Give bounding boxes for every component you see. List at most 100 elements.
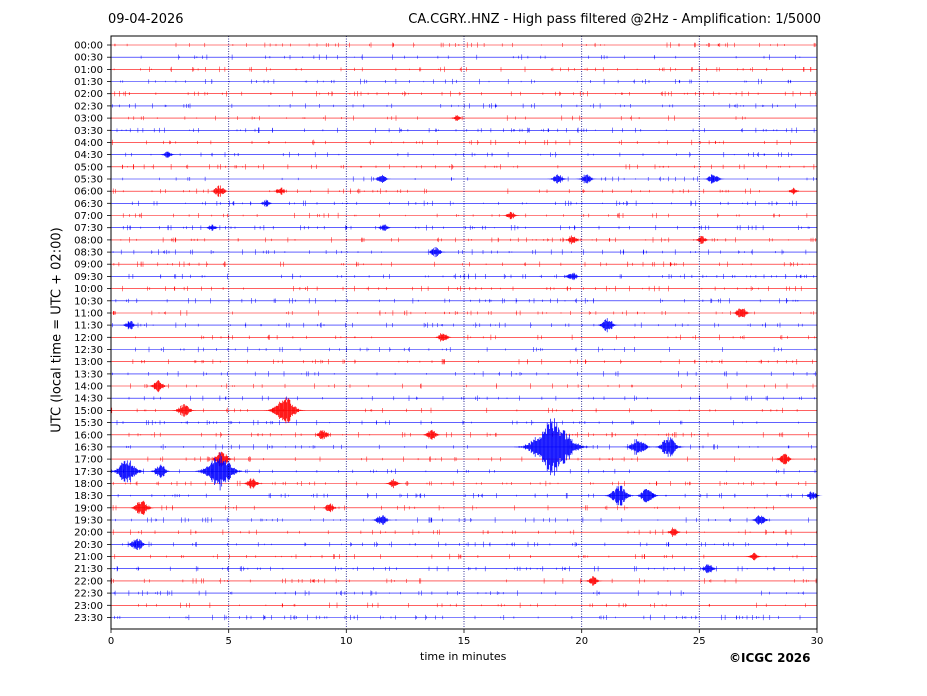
trace-noise-0630 [131, 200, 797, 207]
trace-noise-0030 [140, 54, 801, 60]
event-burst-13 [563, 235, 582, 245]
y-tick-label: 21:00 [74, 552, 103, 563]
event-burst-32 [192, 452, 246, 491]
event-burst-21 [146, 380, 170, 393]
y-tick-label: 09:30 [74, 272, 103, 283]
trace-noise-1900 [112, 505, 774, 511]
trace-noise-2100 [114, 553, 813, 560]
trace-noise-0930 [128, 273, 815, 280]
event-burst-47 [584, 576, 603, 586]
event-burst-42 [749, 515, 772, 525]
trace-noise-0400 [112, 139, 791, 146]
event-burst-39 [127, 500, 156, 515]
event-burst-46 [698, 564, 719, 574]
y-tick-label: 10:30 [74, 296, 103, 307]
event-burst-43 [664, 527, 682, 537]
y-tick-label: 16:30 [74, 442, 103, 453]
trace-noise-2030 [122, 541, 805, 548]
event-burst-20 [432, 333, 453, 342]
trace-noise-1530 [116, 419, 799, 426]
event-burst-14 [693, 235, 711, 244]
event-burst-26 [514, 418, 593, 476]
trace-noise-1330 [112, 371, 816, 377]
y-tick-label: 07:00 [74, 211, 103, 222]
x-tick-label: 5 [226, 636, 232, 647]
y-tick-label: 07:30 [74, 223, 103, 234]
date-label: 09-04-2026 [108, 12, 184, 27]
trace-noise-1930 [115, 517, 809, 523]
x-tick-label: 30 [811, 636, 824, 647]
y-tick-label: 13:00 [74, 357, 103, 368]
y-tick-label: 14:30 [74, 394, 103, 405]
y-tick-label: 03:30 [74, 126, 103, 137]
y-tick-label: 03:00 [74, 114, 103, 125]
event-burst-16 [563, 272, 582, 281]
x-tick-label: 25 [693, 636, 706, 647]
y-tick-label: 01:00 [74, 65, 103, 76]
event-burst-19 [594, 318, 621, 333]
event-burst-6 [207, 185, 231, 197]
trace-noise-0830 [112, 249, 807, 255]
trace-noise-0000 [114, 42, 816, 48]
event-burst-28 [651, 437, 686, 457]
y-tick-label: 05:30 [74, 175, 103, 186]
event-burst-3 [547, 174, 569, 184]
y-tick-label: 17:30 [74, 467, 103, 478]
y-tick-label: 06:00 [74, 187, 103, 198]
trace-noise-2130 [113, 566, 804, 572]
y-tick-label: 10:00 [74, 284, 103, 295]
trace-noise-1000 [122, 285, 802, 292]
event-burst-18 [119, 321, 139, 330]
grid-layer [228, 36, 700, 629]
event-burst-1 [159, 151, 176, 158]
event-burst-25 [419, 429, 443, 440]
y-tick-label: 01:30 [74, 77, 103, 88]
event-burst-38 [802, 491, 823, 500]
y-tick-label: 22:00 [74, 576, 103, 587]
y-tick-label: 02:00 [74, 89, 103, 100]
y-tick-label: 13:30 [74, 369, 103, 380]
y-tick-label: 14:00 [74, 382, 103, 393]
trace-noise-0130 [120, 78, 792, 85]
trace-noise-0700 [122, 212, 808, 219]
trace-noise-0230 [112, 103, 796, 109]
x-tick-label: 20 [575, 636, 588, 647]
y-tick-label: 06:30 [74, 199, 103, 210]
trace-noise-1430 [128, 395, 815, 401]
event-burst-12 [376, 224, 392, 231]
event-burst-15 [425, 247, 446, 258]
event-burst-4 [575, 174, 597, 184]
trace-noise-1200 [135, 334, 815, 341]
event-burst-41 [370, 515, 393, 525]
y-tick-label: 19:00 [74, 503, 103, 514]
event-burst-17 [730, 308, 753, 318]
trace-noise-0730 [122, 224, 810, 231]
trace-noise-2330 [114, 614, 801, 621]
trace-noise-1400 [130, 383, 814, 389]
event-burst-2 [372, 174, 391, 183]
x-tick-label: 0 [108, 636, 114, 647]
chart-title: CA.CGRY..HNZ - High pass filtered @2Hz -… [408, 12, 821, 27]
y-tick-label: 18:30 [74, 491, 103, 502]
event-burst-36 [602, 485, 636, 506]
y-tick-label: 15:30 [74, 418, 103, 429]
event-burst-8 [784, 187, 802, 195]
trace-noise-2230 [113, 590, 804, 596]
y-tick-label: 11:00 [74, 309, 103, 320]
trace-noise-2200 [111, 578, 817, 584]
event-burst-34 [240, 478, 264, 489]
event-burst-30 [773, 453, 796, 465]
trace-noise-0500 [122, 164, 815, 170]
event-burst-24 [312, 430, 333, 440]
event-burst-40 [319, 503, 340, 513]
trace-noise-2300 [138, 602, 806, 609]
trace-layer [107, 42, 823, 621]
plot-frame [110, 35, 818, 630]
y-tick-label: 20:00 [74, 528, 103, 539]
event-burst-0 [449, 115, 465, 121]
event-burst-35 [384, 478, 403, 489]
y-tick-label: 04:00 [74, 138, 103, 149]
event-burst-10 [502, 211, 520, 220]
